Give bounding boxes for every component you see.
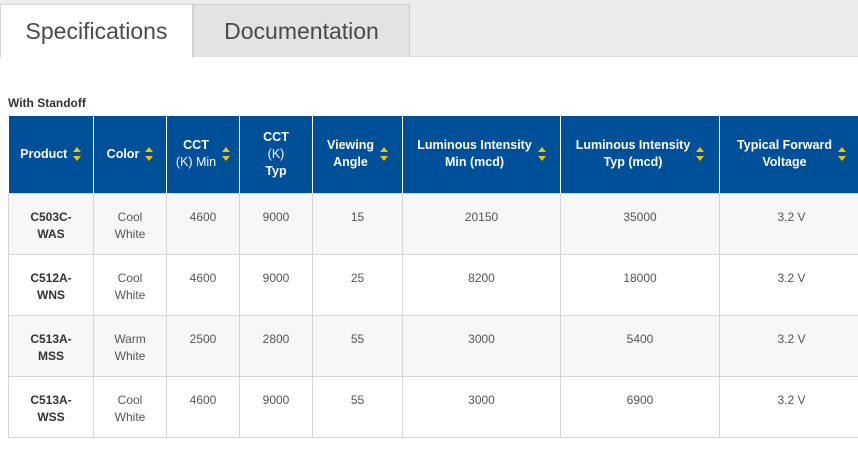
sort-icon[interactable] [380, 147, 388, 162]
cell-luminous-min: 20150 [402, 192, 561, 255]
cell-luminous-min: 8200 [402, 253, 561, 316]
tab-bar: Specifications Documentation [0, 0, 858, 58]
cell-forward-voltage: 3.2 V [719, 314, 858, 377]
table-row: C503C- WAS Cool White 4600 9000 15 20150 3… [8, 192, 858, 255]
cell-color: Cool White [93, 192, 167, 255]
cell-forward-voltage: 3.2 V [719, 253, 858, 316]
header-label: Luminous Intensity Typ (mcd) [575, 138, 691, 170]
cell-product[interactable]: C513A- WSS [8, 375, 94, 438]
cell-viewing-angle: 25 [312, 253, 403, 316]
header-row: Product Color CCT (K) Min CCT (K) Typ Viewi… [8, 116, 858, 193]
cell-luminous-min: 3000 [402, 314, 561, 377]
sort-icon[interactable] [222, 147, 231, 162]
cell-luminous-min: 3000 [402, 375, 561, 438]
cell-luminous-typ: 5400 [560, 314, 720, 377]
cell-cct-min: 2500 [166, 314, 240, 377]
header-label: Viewing Angle [326, 138, 374, 170]
table-row: C513A- WSS Cool White 4600 9000 55 3000 69… [8, 375, 858, 438]
cell-forward-voltage: 3.2 V [719, 192, 858, 255]
tab-documentation[interactable]: Documentation [193, 4, 410, 57]
cell-forward-voltage: 3.2 V [719, 375, 858, 438]
cell-luminous-typ: 18000 [560, 253, 720, 316]
sort-icon[interactable] [145, 147, 154, 162]
sort-icon[interactable] [73, 147, 82, 162]
tab-specifications[interactable]: Specifications [0, 4, 193, 58]
header-label: CCT (K) Typ [263, 129, 289, 178]
header-label: CCT (K) Min [175, 138, 217, 170]
cell-cct-min: 4600 [166, 253, 240, 316]
cell-cct-typ: 2800 [239, 314, 313, 377]
specs-table-container: Product Color CCT (K) Min CCT (K) Typ Viewi… [8, 116, 858, 438]
cell-color: Cool White [93, 375, 167, 438]
column-header-product[interactable]: Product [8, 116, 94, 193]
cell-color: Cool White [93, 253, 167, 316]
cell-product[interactable]: C512A- WNS [8, 253, 94, 316]
cell-product[interactable]: C513A- MSS [8, 314, 94, 377]
cell-luminous-typ: 35000 [560, 192, 720, 255]
sort-icon[interactable] [537, 147, 546, 162]
header-label: Color [106, 146, 140, 161]
table-row: C513A- MSS Warm White 2500 2800 55 3000 54… [8, 314, 858, 377]
column-header-luminous-typ[interactable]: Luminous Intensity Typ (mcd) [560, 116, 720, 193]
cell-product[interactable]: C503C- WAS [8, 192, 94, 255]
cell-cct-typ: 9000 [239, 253, 313, 316]
sort-icon[interactable] [837, 147, 846, 162]
column-header-viewing-angle[interactable]: Viewing Angle [312, 116, 403, 193]
header-label: Typical Forward Voltage [737, 138, 832, 170]
section-title: With Standoff [8, 96, 86, 110]
cell-luminous-typ: 6900 [560, 375, 720, 438]
column-header-cct-min[interactable]: CCT (K) Min [166, 116, 240, 193]
cell-viewing-angle: 55 [312, 314, 403, 377]
cell-cct-typ: 9000 [239, 375, 313, 438]
cell-cct-typ: 9000 [239, 192, 313, 255]
cell-color: Warm White [93, 314, 167, 377]
cell-viewing-angle: 55 [312, 375, 403, 438]
cell-cct-min: 4600 [166, 192, 240, 255]
column-header-color[interactable]: Color [93, 116, 167, 193]
sort-icon[interactable] [696, 147, 705, 162]
cell-cct-min: 4600 [166, 375, 240, 438]
column-header-luminous-min[interactable]: Luminous Intensity Min (mcd) [402, 116, 561, 193]
table-row: C512A- WNS Cool White 4600 9000 25 8200 18… [8, 253, 858, 316]
cell-viewing-angle: 15 [312, 192, 403, 255]
column-header-cct-typ[interactable]: CCT (K) Typ [239, 116, 313, 193]
specs-table: Product Color CCT (K) Min CCT (K) Typ Viewi… [8, 116, 858, 438]
header-label: Luminous Intensity Min (mcd) [417, 138, 532, 170]
header-label: Product [20, 146, 68, 161]
column-header-forward-voltage[interactable]: Typical Forward Voltage [719, 116, 858, 193]
